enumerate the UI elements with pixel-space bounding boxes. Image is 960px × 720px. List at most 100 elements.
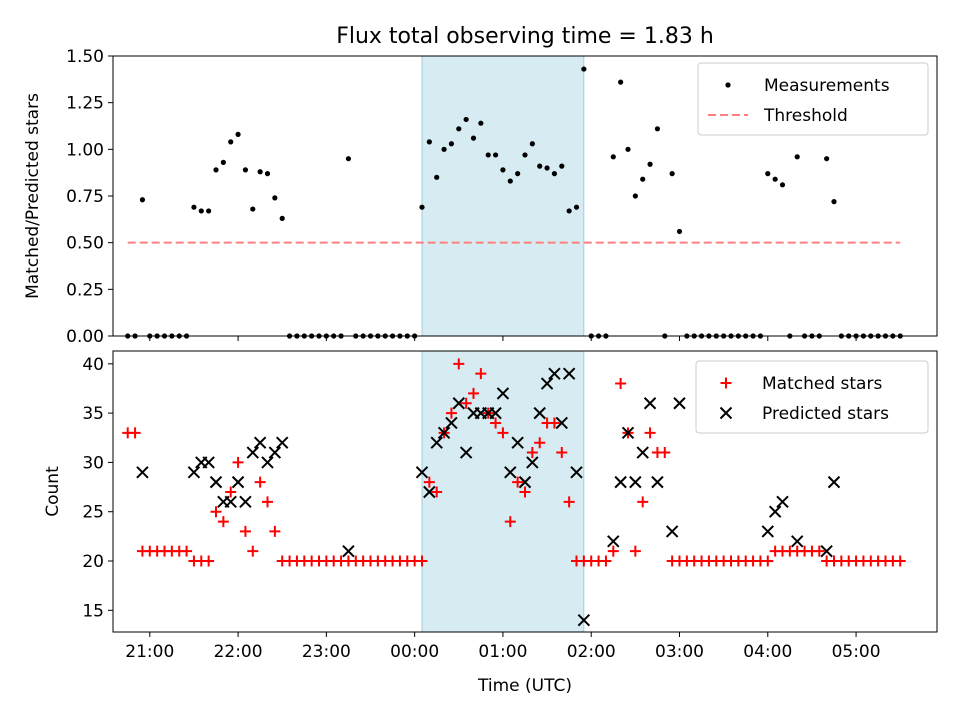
matched-star-point [504, 516, 516, 528]
bottom-panel: 15 20 25 30 35 40 21:00 22:00 23:00 00:00 01:00 02… [43, 350, 938, 696]
bottom-y-tick-label: 40 [82, 355, 104, 375]
matched-star-point [720, 377, 732, 389]
predicted-star-point [276, 436, 289, 449]
bottom-legend: Matched stars Predicted stars [695, 360, 929, 434]
matched-star-point [217, 516, 229, 528]
matched-star-point [615, 378, 627, 390]
observing-window-shade [421, 350, 585, 633]
measurement-point [441, 146, 447, 152]
predicted-star-point [504, 466, 517, 479]
measurement-point [470, 135, 477, 141]
predicted-star-point [187, 466, 201, 479]
predicted-star-point [673, 397, 686, 410]
measurement-point [676, 228, 683, 235]
predicted-star-point [136, 466, 149, 479]
x-tick-label: 23:00 [302, 642, 351, 662]
measurement-point [772, 176, 778, 182]
measurement-point [507, 178, 513, 184]
x-tick-label: 04:00 [743, 642, 792, 662]
matched-star-point [512, 476, 524, 488]
predicted-star-point [261, 456, 274, 469]
predicted-star-point [827, 475, 841, 489]
predicted-star-point [820, 544, 833, 558]
measurement-point [779, 182, 786, 188]
predicted-star-point [761, 525, 774, 538]
matched-star-point [659, 447, 671, 459]
predicted-star-point [526, 456, 539, 469]
top-y-tick-label: 0.00 [66, 327, 104, 347]
predicted-star-point [651, 475, 664, 489]
measurement-point [566, 208, 572, 214]
bottom-legend-box [695, 360, 929, 434]
measurement-point [794, 154, 800, 160]
legend-label: Threshold [763, 106, 848, 126]
x-tick-label: 03:00 [655, 642, 704, 662]
measurement-point [765, 171, 771, 177]
measurement-point [198, 208, 204, 214]
predicted-star-point [791, 535, 804, 548]
matched-star-point [490, 417, 502, 429]
measurement-point [139, 197, 146, 203]
measurement-point [559, 163, 565, 169]
measurement-point [463, 116, 469, 123]
matched-star-point [247, 545, 259, 557]
measurement-point [456, 126, 462, 132]
matched-star-point [526, 447, 538, 459]
predicted-star-point [231, 475, 245, 489]
top-y-tick-label: 1.00 [66, 140, 104, 160]
predicted-star-point [209, 475, 223, 489]
predicted-star-point [423, 485, 436, 499]
measurement-point [544, 165, 550, 171]
matched-star-point [637, 496, 649, 508]
observing-window-shade [421, 55, 585, 337]
bottom-y-tick-label: 20 [82, 552, 104, 572]
measurement-point [279, 215, 285, 221]
predicted-star-point [562, 367, 576, 380]
measurement-point [426, 139, 432, 145]
x-tick-label: 05:00 [832, 642, 881, 662]
matched-star-point [894, 555, 906, 567]
predicted-star-point [268, 446, 282, 459]
top-legend: Measurements Threshold [697, 62, 929, 136]
measurement-point [492, 152, 499, 158]
matched-star-point [239, 525, 251, 537]
measurement-point [640, 176, 646, 182]
predicted-star-point [430, 436, 443, 449]
measurement-point [831, 199, 837, 205]
measurement-point [419, 204, 425, 210]
predicted-star-point [496, 387, 510, 400]
matched-star-point [534, 437, 546, 449]
bottom-axes-frame [112, 350, 938, 633]
predicted-star-point [224, 495, 237, 509]
bottom-x-ticks: 21:00 22:00 23:00 00:00 01:00 02:00 03:00 04:00… [125, 632, 881, 662]
matched-star-point [269, 525, 281, 537]
x-axis-label: Time (UTC) [477, 676, 572, 696]
matched-star-point [254, 476, 266, 488]
predicted-star-point [614, 475, 627, 489]
measurement-point [551, 171, 558, 177]
top-y-tick-label: 0.25 [66, 280, 104, 300]
predicted-star-point [239, 495, 252, 509]
measurement-point [654, 126, 661, 132]
measurements-series [125, 66, 903, 339]
matched-star-point [203, 555, 215, 567]
measurement-point [272, 195, 278, 201]
predicted-star-point [342, 544, 355, 558]
bottom-y-axis-label: Count [43, 466, 63, 517]
predicted-star-point [555, 416, 568, 430]
matched-star-point [416, 555, 428, 567]
legend-label: Measurements [764, 76, 890, 96]
measurement-point [573, 204, 580, 210]
measurement-point [529, 141, 535, 147]
measurement-point [257, 169, 263, 175]
matched-star-point [762, 555, 774, 567]
predicted-stars-series [136, 367, 841, 627]
top-panel: 0.00 0.25 0.50 0.75 1.00 1.25 1.50 Flux total … [23, 24, 938, 347]
bottom-y-ticks: 15 20 25 30 35 40 [82, 355, 113, 621]
bottom-y-tick-label: 25 [82, 503, 104, 523]
matched-star-point [181, 545, 193, 557]
measurement-point [478, 120, 484, 126]
top-x-ticks [149, 336, 857, 341]
top-y-axis-label: Matched/Predicted stars [23, 93, 43, 299]
matched-stars-series [122, 358, 906, 567]
